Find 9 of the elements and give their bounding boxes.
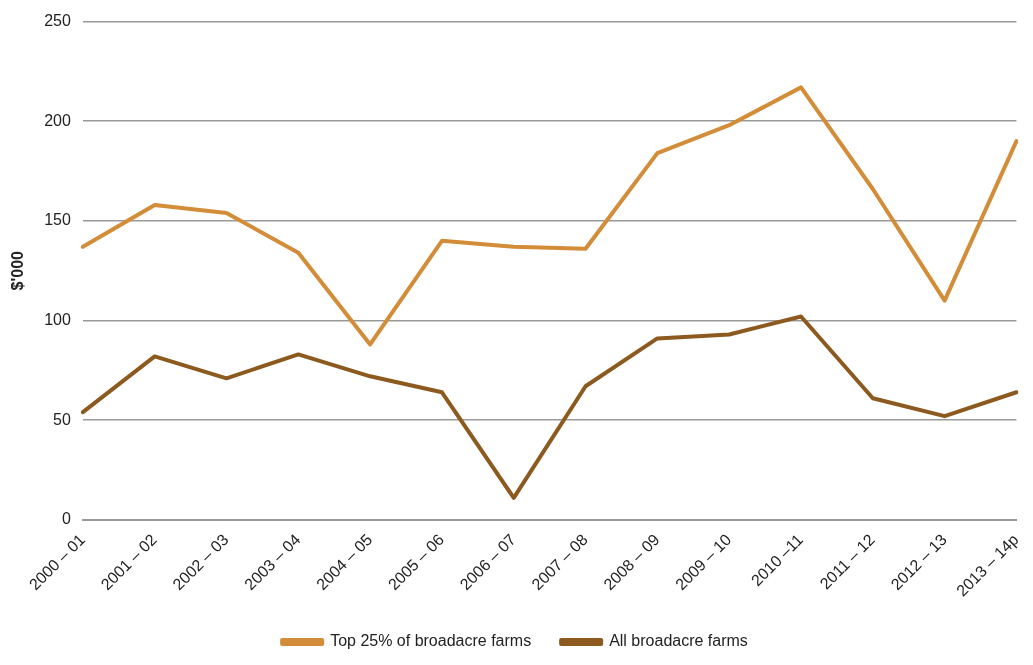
- y-tick-label: 0: [61, 510, 71, 528]
- y-axis-title: $'000: [9, 250, 27, 291]
- legend-label: Top 25% of broadacre farms: [330, 632, 532, 650]
- y-tick-label: 100: [44, 310, 71, 328]
- y-tick-label: 250: [44, 12, 71, 30]
- y-tick-label: 50: [53, 410, 71, 428]
- y-tick-label: 150: [44, 211, 71, 229]
- y-tick-label: 200: [44, 111, 71, 129]
- legend-label: All broadacre farms: [609, 632, 748, 650]
